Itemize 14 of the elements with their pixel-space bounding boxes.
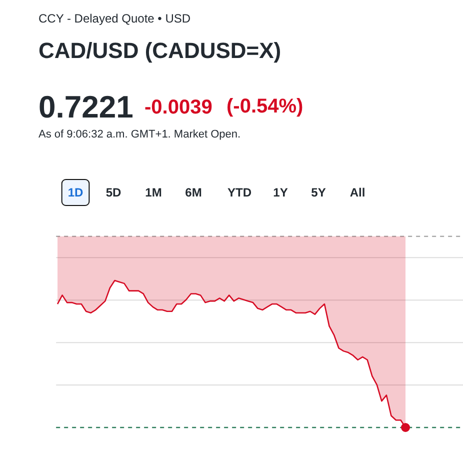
text: YTD bbox=[228, 186, 252, 200]
text: 0.7221 bbox=[38, 90, 134, 124]
text: All bbox=[350, 186, 366, 200]
text: 6M bbox=[185, 186, 202, 200]
chart-subtitle: CCY - Delayed Quote • USD bbox=[38, 12, 191, 26]
text: -0.0039 bbox=[144, 96, 212, 118]
text: As of 9:06:32 a.m. GMT+1. Market Open. bbox=[38, 128, 241, 140]
text: 5D bbox=[106, 186, 122, 200]
text: 1Y bbox=[273, 186, 288, 200]
chart-title: CAD/USD (CADUSD=X) bbox=[38, 38, 282, 63]
text: (-0.54%) bbox=[226, 96, 304, 118]
text: 1M bbox=[145, 186, 162, 200]
text: 1D bbox=[68, 186, 84, 200]
text: 5Y bbox=[311, 186, 326, 200]
